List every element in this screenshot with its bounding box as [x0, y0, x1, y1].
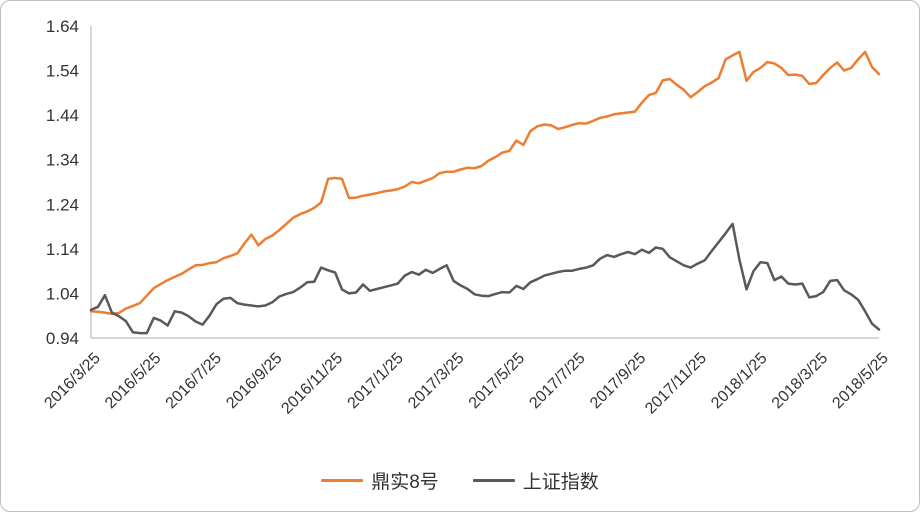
x-tick-label: 2016/5/25 [102, 350, 164, 412]
x-tick-label: 2016/7/25 [163, 350, 225, 412]
x-tick-label: 2017/3/25 [405, 350, 467, 412]
legend-line-icon-orange [321, 479, 364, 482]
series-line-dingshi8[interactable] [89, 50, 881, 316]
y-tick-label: 1.04 [46, 284, 79, 303]
y-tick-label: 1.24 [46, 195, 79, 214]
x-tick-label: 2017/9/25 [587, 350, 649, 412]
y-tick-label: 0.94 [46, 329, 79, 348]
legend-item-shangzheng[interactable]: 上证指数 [472, 467, 599, 494]
y-tick-label: 1.64 [46, 17, 79, 36]
x-tick-label: 2016/9/25 [223, 350, 285, 412]
x-tick-label: 2016/3/25 [41, 350, 103, 412]
x-tick-label: 2018/5/25 [829, 350, 891, 412]
y-tick-label: 1.14 [46, 240, 79, 259]
x-axis-labels: 2016/3/252016/5/252016/7/252016/9/252016… [41, 350, 891, 418]
legend-label-dingshi8: 鼎实8号 [371, 472, 439, 493]
legend-line-icon-gray [472, 479, 515, 482]
x-tick-label: 2017/5/25 [466, 350, 528, 412]
legend: 鼎实8号 上证指数 [1, 467, 919, 494]
x-tick-label: 2016/11/25 [278, 350, 346, 418]
y-tick-label: 1.54 [46, 62, 79, 81]
x-tick-label: 2017/7/25 [526, 350, 588, 412]
legend-item-dingshi8[interactable]: 鼎实8号 [321, 467, 439, 494]
x-tick-label: 2018/1/25 [708, 350, 770, 412]
y-tick-label: 1.34 [46, 151, 79, 170]
x-tick-label: 2018/3/25 [769, 350, 831, 412]
series-line-shangzheng[interactable] [89, 222, 881, 335]
y-tick-label: 1.44 [46, 106, 79, 125]
x-tick-label: 2017/11/25 [642, 350, 710, 418]
x-tick-label: 2017/1/25 [345, 350, 407, 412]
legend-label-shangzheng: 上证指数 [522, 472, 599, 493]
y-axis-labels: 0.94 1.04 1.14 1.24 1.34 1.44 1.54 1.64 [46, 17, 79, 348]
